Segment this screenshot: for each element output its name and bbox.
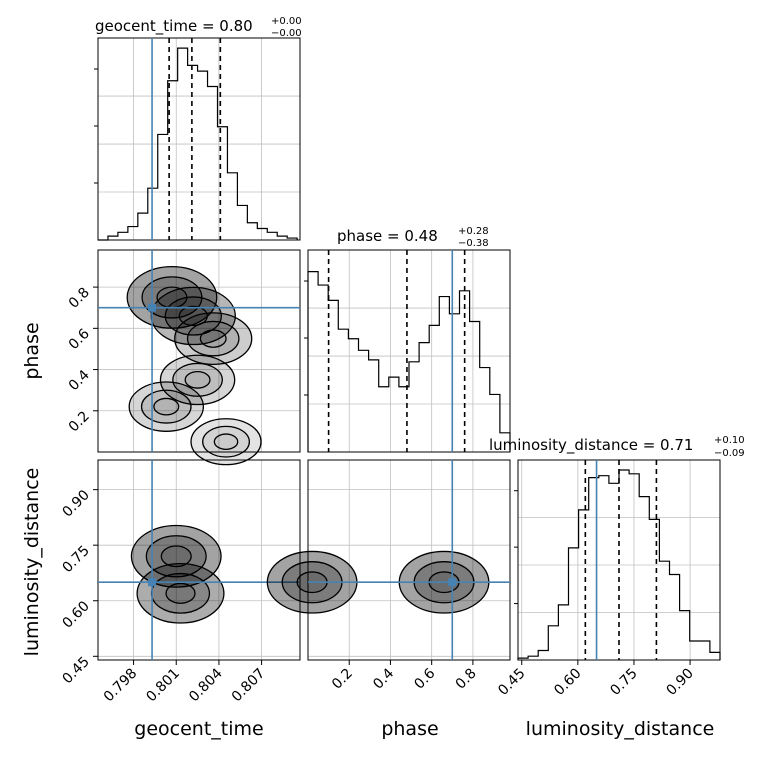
panel-frame xyxy=(97,249,301,453)
panel-frame xyxy=(97,37,301,241)
panel-title-geocent-time: geocent_time = 0.80 xyxy=(95,17,253,36)
x-axis-label-phase: phase xyxy=(381,718,438,740)
panel-title-luminosity-distance: luminosity_distance = 0.71 xyxy=(489,436,693,455)
grid-geocent-time-vs-luminosity-distance xyxy=(98,460,300,660)
density-contour-0-5-3 xyxy=(190,418,262,466)
x-axis-label-geocent-time: geocent_time xyxy=(134,718,263,740)
density-contour-1-1-1 xyxy=(165,582,196,604)
y-tick-label-phase: 0.4 xyxy=(66,367,93,394)
panel-title-phase: phase = 0.48 xyxy=(337,227,438,245)
density-contour-0-2-1 xyxy=(199,329,227,348)
x-tick-label-luminosity_distance: 0.90 xyxy=(664,666,697,699)
density-contour-0-4-2 xyxy=(140,389,192,424)
y-tick-label-phase: 0.8 xyxy=(66,285,93,312)
panel-geocent-time-vs-luminosity-distance xyxy=(97,459,301,661)
histogram-luminosity_distance xyxy=(517,469,721,660)
grid-phase-vs-luminosity-distance xyxy=(308,460,510,660)
panel-phase-vs-luminosity-distance xyxy=(307,459,511,661)
panel-geocent-time-hist: geocent_time = 0.80 +0.00 −0.00 xyxy=(95,16,302,241)
density-contour-0-5-2 xyxy=(202,425,251,458)
density-contour-0-4-1 xyxy=(153,397,180,416)
x-tick-label-geocent_time: 0.807 xyxy=(229,666,269,706)
y-tick-label-luminosity_distance: 0.60 xyxy=(59,598,92,631)
density-phase-vs-luminosity_distance xyxy=(266,460,510,660)
density-contour-0-4-3 xyxy=(128,381,205,432)
panel-title-geocent-time-minus: −0.00 xyxy=(271,28,302,39)
histogram-geocent_time xyxy=(98,47,298,241)
panel-luminosity-distance-hist: luminosity_distance = 0.71 +0.10 −0.09 xyxy=(489,435,745,661)
density-contour-0-2-3 xyxy=(174,312,253,366)
panel-frame xyxy=(307,459,511,661)
truth-marker xyxy=(148,578,157,587)
x-tick-label-phase: 0.2 xyxy=(329,666,356,693)
y-tick-label-luminosity_distance: 0.75 xyxy=(59,543,92,576)
density-contour-0-3-2 xyxy=(172,362,223,397)
x-tick-label-luminosity_distance: 0.60 xyxy=(551,666,584,699)
x-tick-label-geocent_time: 0.798 xyxy=(101,666,141,706)
x-axis-label-luminosity-distance: luminosity_distance xyxy=(526,718,715,740)
density-contour-1-0-1 xyxy=(160,545,192,568)
density-geocent_time-vs-luminosity_distance xyxy=(98,460,300,660)
x-tick-label-luminosity_distance: 0.45 xyxy=(495,666,528,699)
x-tick-label-geocent_time: 0.801 xyxy=(143,666,183,706)
histogram-phase xyxy=(307,271,511,452)
density-contour-0-2-2 xyxy=(186,320,240,357)
panel-title-geocent-time-plus: +0.00 xyxy=(271,16,302,27)
panel-title-luminosity-distance-minus: −0.09 xyxy=(714,448,745,459)
density-contour-0-3-1 xyxy=(184,370,211,389)
x-tick-label-phase: 0.4 xyxy=(370,665,397,692)
y-axis-label-phase: phase xyxy=(21,322,43,379)
panel-title-geocent-time-value: geocent_time = 0.80 xyxy=(95,17,253,36)
panel-title-phase-plus: +0.28 xyxy=(458,226,489,237)
y-tick-label-luminosity_distance: 0.45 xyxy=(59,654,92,687)
grid-phase-hist xyxy=(308,250,510,452)
x-tick-label-geocent_time: 0.804 xyxy=(186,665,226,705)
panel-title-luminosity-distance-plus: +0.10 xyxy=(714,435,745,446)
chart-marks: 0.798 0.801 0.804 0.807 0.2 0.4 0.6 0.8 0.45 0.60… xyxy=(59,38,721,706)
y-axis-label-luminosity-distance: luminosity_distance xyxy=(21,468,43,657)
truth-marker xyxy=(448,578,457,587)
grid-geocent-time-hist xyxy=(98,38,300,240)
panel-frame xyxy=(97,459,301,661)
panel-title-phase-minus: −0.38 xyxy=(458,238,489,249)
x-tick-label-luminosity_distance: 0.75 xyxy=(607,666,640,699)
density-contour-0-5-1 xyxy=(213,433,239,450)
y-tick-label-luminosity_distance: 0.90 xyxy=(59,487,92,520)
y-tick-label-phase: 0.2 xyxy=(66,408,93,435)
panel-phase-hist: phase = 0.48 +0.28 −0.38 xyxy=(307,226,511,453)
y-tick-label-phase: 0.6 xyxy=(66,326,93,353)
x-tick-label-phase: 0.8 xyxy=(453,666,480,693)
density-contour-1-1-3 xyxy=(136,563,225,624)
truth-marker xyxy=(148,303,157,312)
density-geocent_time-vs-phase xyxy=(98,250,300,466)
x-tick-label-phase: 0.6 xyxy=(411,665,438,692)
density-contour-1-0-3 xyxy=(130,524,222,588)
